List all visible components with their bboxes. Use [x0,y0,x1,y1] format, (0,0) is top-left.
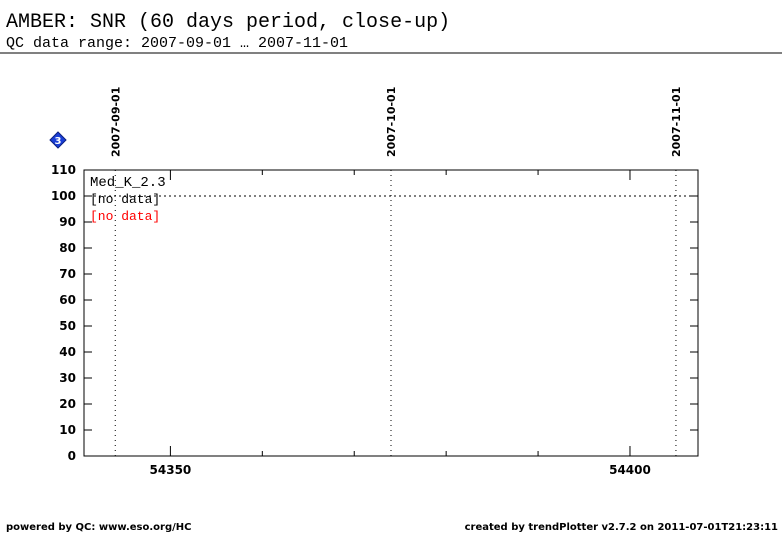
y-tick-label: 60 [59,293,76,307]
legend-entry: [no data] [90,209,160,224]
subtitle: QC data range: 2007-09-01 … 2007-11-01 [6,35,348,52]
date-marker-label: 2007-10-01 [385,87,398,157]
x-tick-label: 54350 [150,463,192,477]
title: AMBER: SNR (60 days period, close-up) [6,11,450,34]
y-tick-label: 0 [68,449,76,463]
y-tick-label: 70 [59,267,76,281]
y-tick-label: 100 [51,189,76,203]
y-tick-label: 40 [59,345,76,359]
date-marker-label: 2007-09-01 [109,87,122,157]
y-tick-label: 10 [59,423,76,437]
badge: 3 [55,136,62,147]
plot-frame [83,169,699,457]
badge-icon [49,131,67,149]
x-tick-label: 54400 [609,463,651,477]
panel-label: Med_K_2.3 [90,175,166,191]
footer-right: created by trendPlotter v2.7.2 on 2011-0… [465,522,778,533]
footer-left: powered by QC: www.eso.org/HC [6,522,191,533]
y-tick-label: 20 [59,397,76,411]
legend-entry: [no data] [90,192,160,207]
date-marker-label: 2007-11-01 [670,87,683,157]
y-tick-label: 90 [59,215,76,229]
y-tick-label: 50 [59,319,76,333]
y-tick-label: 110 [51,163,76,177]
y-tick-label: 30 [59,371,76,385]
y-tick-label: 80 [59,241,76,255]
